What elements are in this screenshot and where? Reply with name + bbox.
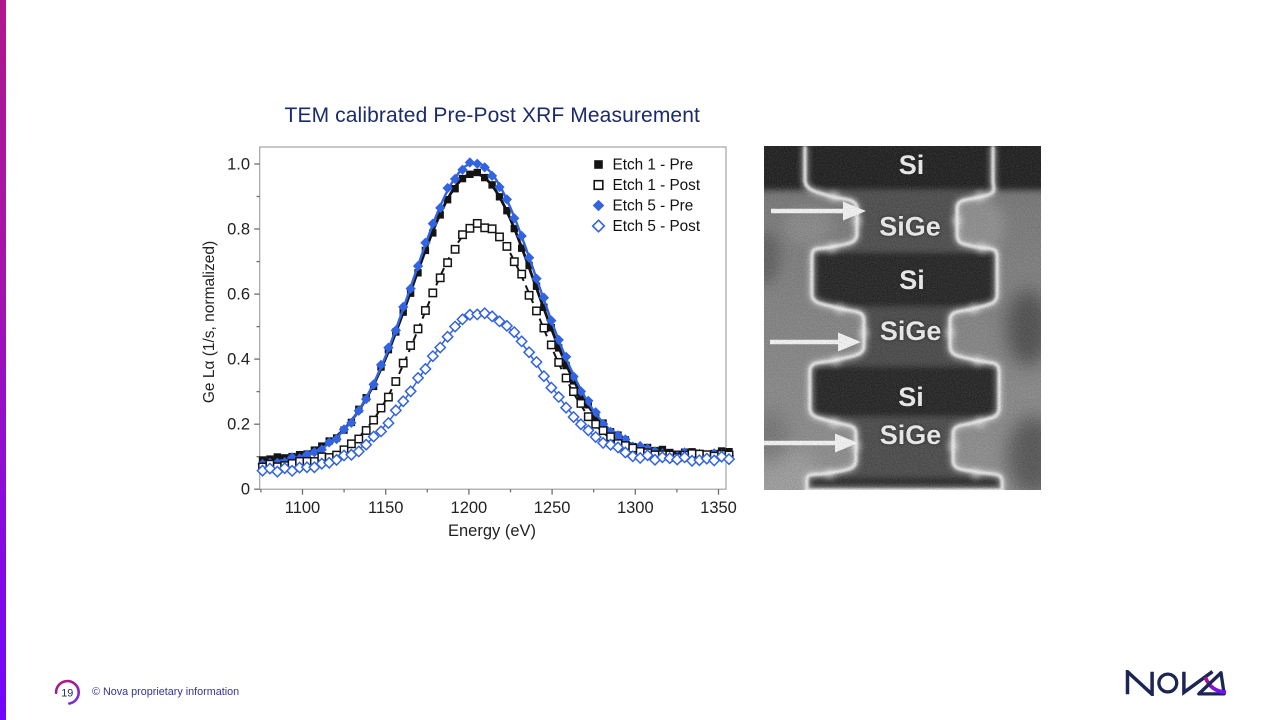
- svg-text:1100: 1100: [285, 499, 320, 517]
- svg-text:19: 19: [61, 687, 73, 699]
- svg-text:0.2: 0.2: [227, 416, 250, 434]
- svg-text:Etch 5 - Post: Etch 5 - Post: [613, 218, 701, 235]
- svg-text:Ge Lα (1/s, normalized): Ge Lα (1/s, normalized): [201, 241, 218, 403]
- svg-text:1150: 1150: [368, 499, 403, 517]
- svg-text:Etch 1 - Pre: Etch 1 - Pre: [613, 157, 694, 174]
- svg-text:1.0: 1.0: [227, 156, 250, 174]
- svg-text:Etch 1 - Post: Etch 1 - Post: [613, 177, 701, 194]
- svg-text:1250: 1250: [534, 499, 571, 517]
- svg-text:0: 0: [241, 481, 250, 499]
- svg-text:1300: 1300: [617, 499, 654, 517]
- svg-text:1200: 1200: [451, 499, 488, 517]
- svg-text:0.6: 0.6: [227, 286, 250, 304]
- svg-text:1350: 1350: [700, 499, 737, 517]
- svg-text:Etch 5 - Pre: Etch 5 - Pre: [613, 198, 694, 215]
- svg-text:0.4: 0.4: [227, 351, 250, 369]
- svg-text:Energy (eV): Energy (eV): [448, 522, 536, 540]
- svg-text:0.8: 0.8: [227, 221, 250, 239]
